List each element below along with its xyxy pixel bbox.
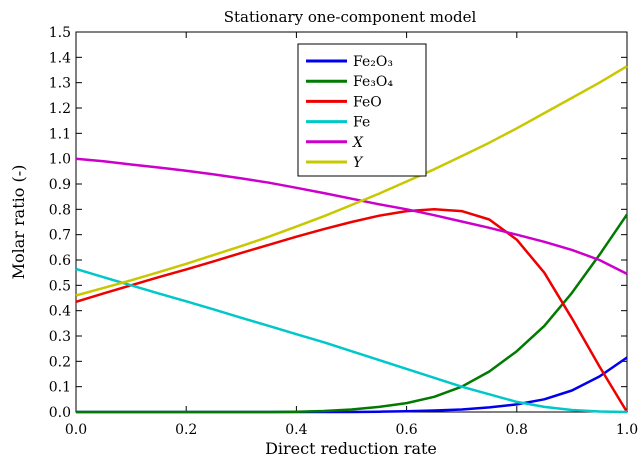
legend-label-3: Fe	[353, 115, 370, 131]
series-lines	[75, 65, 629, 414]
y-tick-label-7: 0.7	[49, 228, 71, 244]
y-tick-label-3: 0.3	[49, 329, 71, 345]
legend-box	[297, 43, 427, 177]
x-tick-label-5: 1.0	[616, 422, 638, 438]
y-axis-title: Molar ratio (-)	[9, 165, 28, 280]
y-tick-label-10: 1.0	[49, 152, 71, 168]
x-tick-label-0: 0.0	[65, 422, 87, 438]
series-line-5	[75, 65, 628, 297]
y-tick-label-0: 0.0	[49, 405, 71, 421]
y-tick-label-15: 1.5	[49, 25, 71, 41]
x-tick-label-3: 0.6	[395, 422, 417, 438]
legend: Fe₂O₃ Fe₃O₄ FeO Fe XY	[297, 43, 427, 177]
x-axis-title: Direct reduction rate	[265, 439, 437, 458]
y-tick-label-11: 1.1	[49, 126, 71, 142]
x-tick-label-2: 0.4	[285, 422, 307, 438]
y-tick-label-9: 0.9	[49, 177, 71, 193]
axis-ticks: 0.0 0.2 0.4 0.6 0.8 1.0 0.0 0.1 0.2 0.3 0.4 0.5 0.6 0…	[49, 25, 638, 438]
x-tick-label-4: 0.8	[506, 422, 528, 438]
y-tick-label-12: 1.2	[49, 101, 71, 117]
y-tick-label-8: 0.8	[49, 202, 71, 218]
series-line-4	[75, 157, 628, 276]
chart-title: Stationary one-component model	[224, 8, 477, 26]
series-line-1	[76, 213, 629, 414]
y-tick-label-5: 0.5	[49, 278, 71, 294]
series-line-2	[75, 208, 629, 413]
x-tick-label-1: 0.2	[175, 422, 197, 438]
legend-label-4: X	[352, 135, 364, 151]
y-tick-label-13: 1.3	[49, 76, 71, 92]
legend-label-0: Fe₂O₃	[353, 54, 393, 70]
y-tick-label-2: 0.2	[49, 354, 71, 370]
legend-label-5: Y	[353, 155, 364, 171]
y-tick-label-14: 1.4	[49, 50, 71, 66]
series-line-3	[75, 267, 628, 414]
y-tick-label-1: 0.1	[49, 380, 71, 396]
y-tick-label-6: 0.6	[49, 253, 71, 269]
legend-label-2: FeO	[353, 94, 382, 110]
y-tick-label-4: 0.4	[49, 304, 71, 320]
legend-label-1: Fe₃O₄	[353, 74, 393, 90]
series-line-0	[76, 356, 628, 414]
